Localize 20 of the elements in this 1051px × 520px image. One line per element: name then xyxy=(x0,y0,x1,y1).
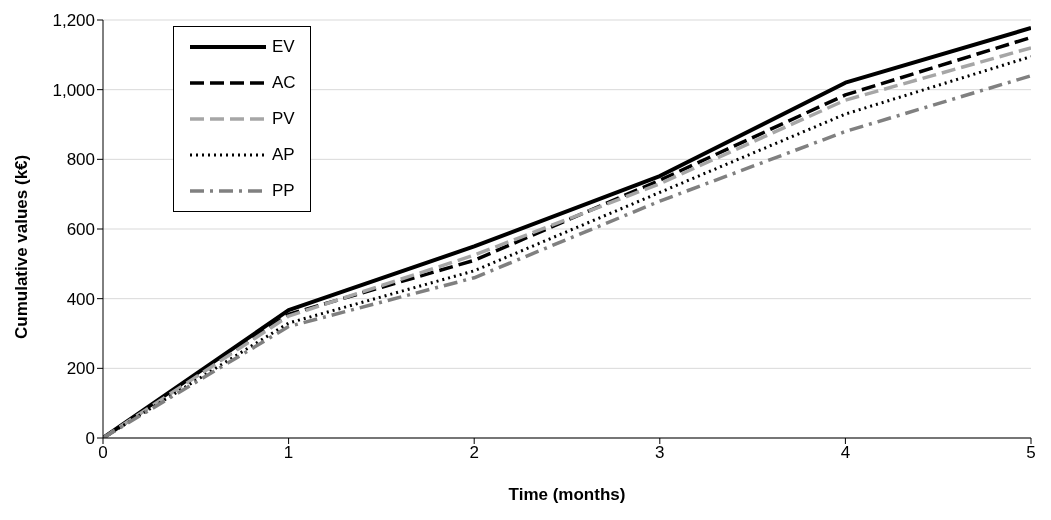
x-tick-label: 2 xyxy=(469,443,479,463)
x-tick-label: 4 xyxy=(840,443,851,463)
y-tick-label: 1,200 xyxy=(52,11,95,31)
legend-label: AP xyxy=(272,145,295,165)
y-tick-label: 800 xyxy=(66,150,95,170)
x-axis-title: Time (months) xyxy=(508,485,626,504)
x-tick-label: 0 xyxy=(98,443,108,463)
x-tick-label: 3 xyxy=(655,443,665,463)
legend-label: PV xyxy=(272,109,295,129)
y-tick-label: 1,000 xyxy=(52,80,95,100)
legend-label: PP xyxy=(272,181,295,201)
y-tick-label: 600 xyxy=(66,220,95,240)
legend-label: EV xyxy=(272,37,295,57)
x-tick-label: 5 xyxy=(1026,443,1036,463)
y-axis-title: Cumulative values (k€) xyxy=(12,154,32,339)
y-tick-label: 400 xyxy=(66,289,95,309)
y-tick-label: 200 xyxy=(66,359,95,379)
x-tick-label: 1 xyxy=(283,443,294,463)
legend-label: AC xyxy=(272,73,296,93)
y-tick-label: 0 xyxy=(85,429,95,449)
